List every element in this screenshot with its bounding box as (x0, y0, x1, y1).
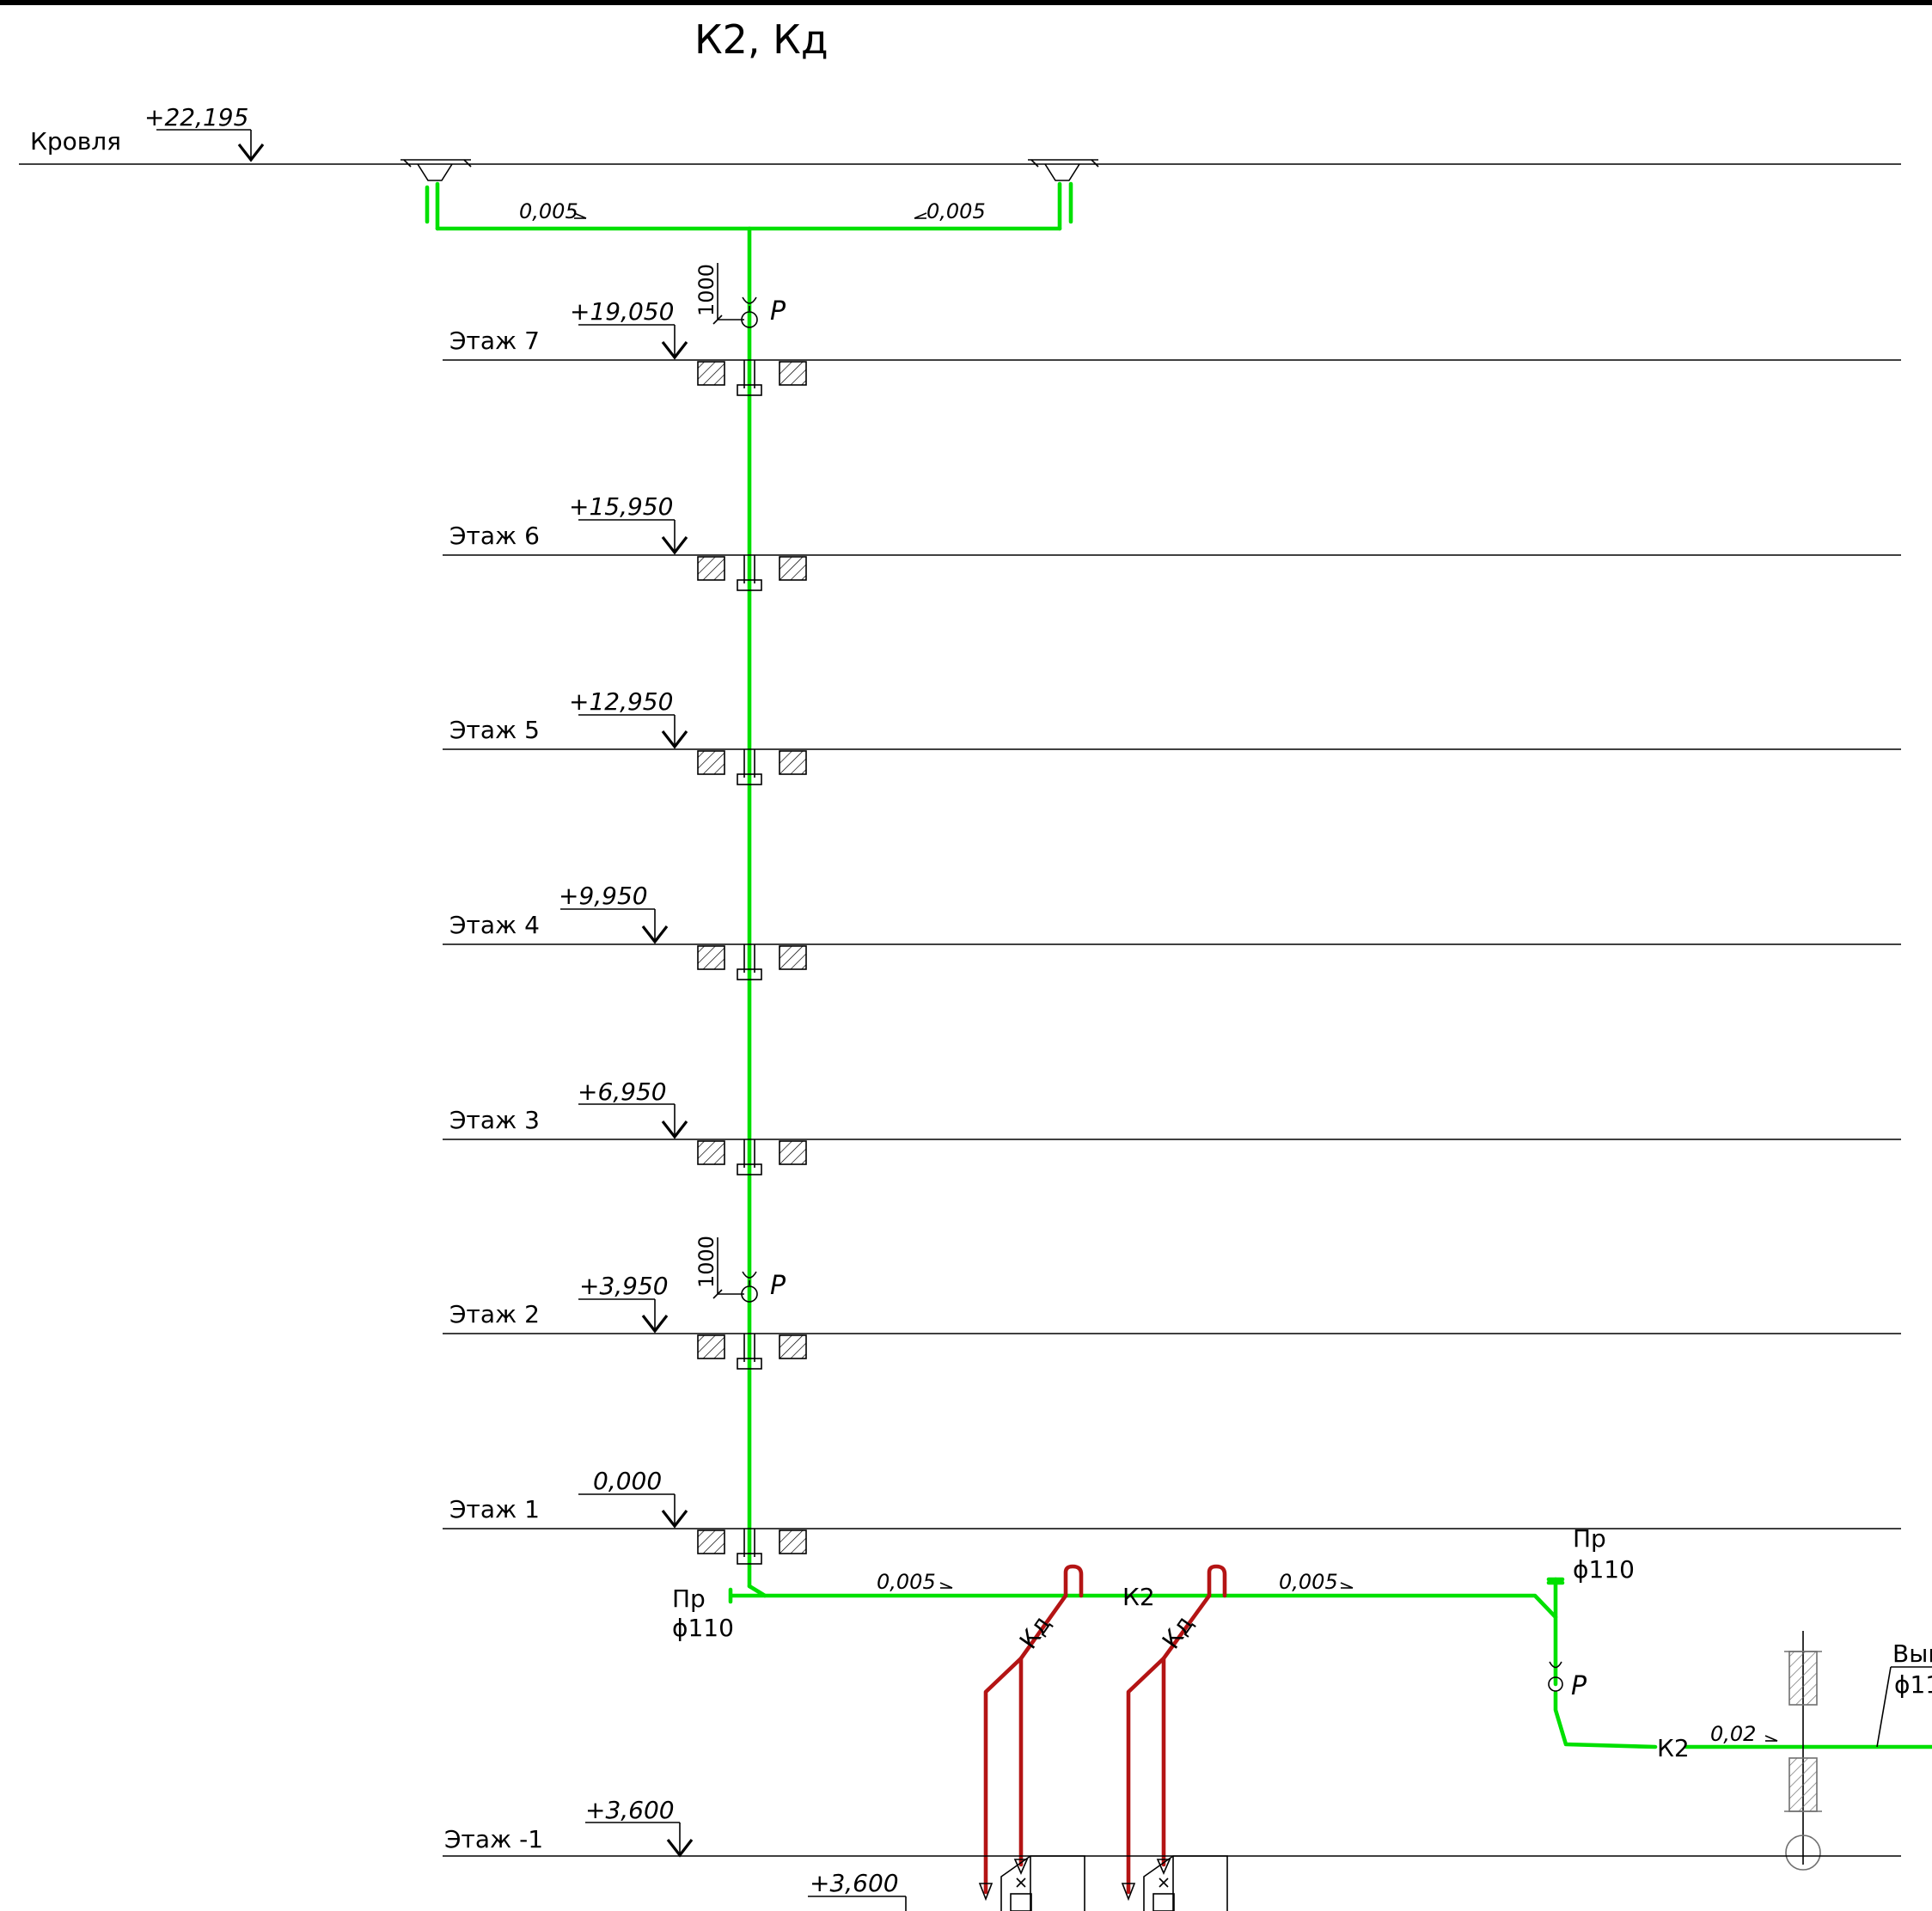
elevation-mark (641, 925, 669, 944)
floor-1: Этаж 1 0,000 (443, 1467, 1901, 1565)
elevation-mark (661, 1510, 688, 1529)
drain-pipe-left: Кд (983, 1564, 1084, 1895)
frame-top (0, 0, 1932, 5)
sub-elevation: +3,600 (810, 1869, 899, 1897)
equipment-right (1121, 1855, 1228, 1911)
revision-fitting-outlet: Р (1548, 1661, 1587, 1701)
outlet-slope: 0,02 (1710, 1722, 1756, 1746)
revision-fitting-upper: 1000 Р (694, 263, 786, 328)
roof-elevation-mark (237, 143, 265, 162)
floor-elevation: 0,000 (593, 1467, 662, 1495)
revision-marker: Р (770, 296, 786, 327)
elevation-mark (661, 341, 688, 360)
cleanout-right-label: Пр (1573, 1524, 1606, 1553)
elevation-mark (661, 536, 688, 555)
basement-collector-pipe (728, 1577, 1932, 1749)
floor-label: Этаж 3 (449, 1106, 540, 1134)
outlet-wall-sleeve (1784, 1631, 1822, 1871)
outlet-diameter: ϕ11 (1894, 1670, 1932, 1699)
drain-pipe-right: Кд (1126, 1564, 1227, 1895)
floor-elevation: +9,950 (559, 882, 648, 910)
floor-elevation: +3,600 (585, 1796, 675, 1824)
floor-label: Этаж 1 (449, 1495, 540, 1523)
roof-label: Кровля (30, 127, 121, 156)
elevation-mark (661, 730, 688, 749)
floor-label: Этаж 5 (449, 716, 540, 744)
floor-5: Этаж 5 +12,950 (443, 687, 1901, 785)
floor-label: Этаж -1 (444, 1825, 543, 1853)
floor-label: Этаж 4 (449, 911, 540, 939)
revision-dimension: 1000 (694, 264, 718, 316)
floor-elevation: +6,950 (578, 1078, 667, 1106)
floor-elevation: +15,950 (569, 492, 673, 521)
floor-6: Этаж 6 +15,950 (443, 492, 1901, 591)
outlet-label: Вып (1892, 1639, 1932, 1668)
cleanout-left-label: Пр (672, 1584, 706, 1613)
elevation-mark (661, 1120, 688, 1139)
elevation-mark (666, 1839, 694, 1858)
floor-basement: Этаж -1 +3,600 (443, 1796, 1901, 1858)
revision-marker: Р (770, 1271, 786, 1301)
floor-elevation: +19,050 (570, 297, 674, 326)
roof-elevation: +22,195 (144, 103, 248, 131)
floor-4: Этаж 4 +9,950 (443, 882, 1901, 980)
floor-7: Этаж 7 +19,050 (443, 297, 1901, 396)
revision-fitting-lower: 1000 Р (694, 1236, 786, 1303)
floor-2: Этаж 2 +3,950 (443, 1272, 1901, 1370)
roof-slope-left: 0,005 (519, 199, 578, 223)
k2-label-outlet: К2 (1657, 1734, 1690, 1762)
basement-slope-left: 0,005 (877, 1570, 936, 1594)
roof-funnel-left (400, 159, 472, 181)
roof-slope-right: 0,005 (926, 199, 986, 223)
cleanout-left-diameter: ϕ110 (672, 1614, 734, 1642)
revision-marker: Р (1571, 1671, 1587, 1701)
roof-funnel-right (1028, 159, 1099, 181)
floor-elevation: +3,950 (579, 1272, 669, 1300)
revision-dimension: 1000 (694, 1236, 718, 1288)
cleanout-right-diameter: ϕ110 (1573, 1555, 1635, 1584)
k2-label-basement: К2 (1122, 1583, 1155, 1611)
equipment-left (978, 1855, 1085, 1911)
floor-label: Этаж 6 (449, 522, 540, 550)
floor-3: Этаж 3 +6,950 (443, 1078, 1901, 1175)
floor-elevation: +12,950 (569, 687, 673, 716)
elevation-mark (641, 1315, 669, 1334)
basement-slope-right: 0,005 (1279, 1570, 1338, 1594)
floor-label: Этаж 7 (449, 327, 540, 355)
diagram-title: К2, Кд (694, 16, 828, 63)
floor-label: Этаж 2 (449, 1300, 540, 1328)
